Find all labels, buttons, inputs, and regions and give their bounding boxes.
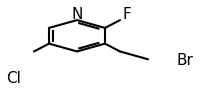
- Text: Br: Br: [176, 53, 193, 68]
- Text: N: N: [71, 7, 83, 22]
- Text: Cl: Cl: [6, 71, 21, 86]
- Text: F: F: [123, 7, 131, 22]
